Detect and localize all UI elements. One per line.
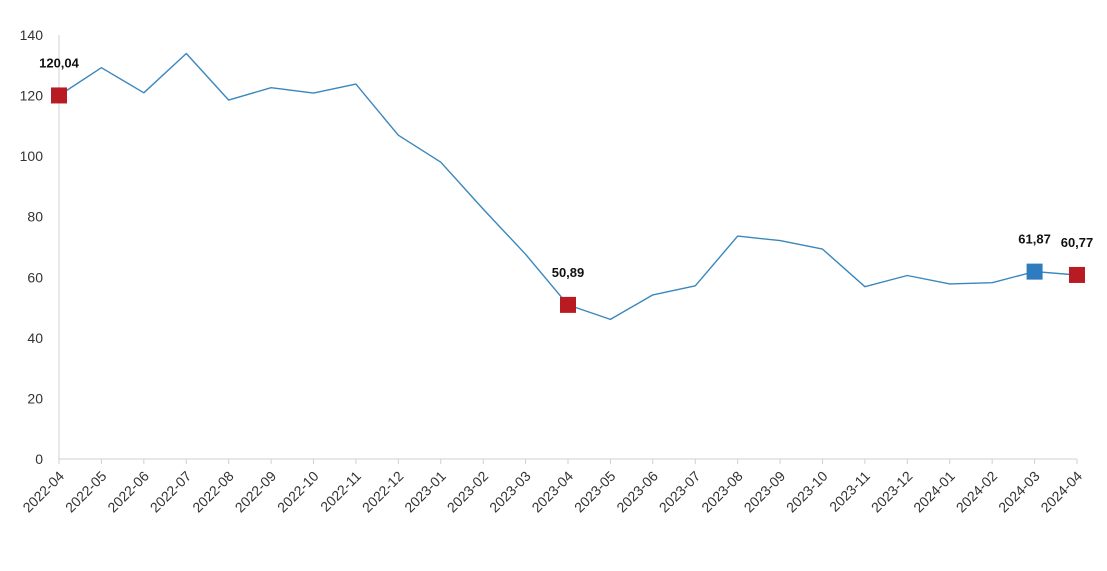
y-tick-label: 120 [20, 88, 44, 104]
x-tick-label: 2023-02 [444, 468, 492, 516]
x-tick-label: 2022-12 [359, 468, 407, 516]
x-tick-label: 2022-04 [19, 468, 67, 516]
x-tick-label: 2022-09 [232, 468, 280, 516]
y-tick-label: 0 [35, 451, 43, 467]
x-tick-label: 2022-07 [147, 468, 195, 516]
data-label: 61,87 [1018, 232, 1051, 247]
x-tick-label: 2024-04 [1037, 468, 1085, 516]
y-tick-label: 40 [27, 330, 43, 346]
y-tick-label: 60 [27, 269, 43, 285]
x-tick-label: 2023-03 [486, 468, 534, 516]
x-tick-label: 2022-05 [62, 468, 110, 516]
x-tick-label: 2023-01 [401, 468, 449, 516]
x-tick-label: 2024-02 [953, 468, 1001, 516]
x-tick-label: 2023-06 [613, 468, 661, 516]
x-axis: 2022-042022-052022-062022-072022-082022-… [19, 458, 1085, 516]
x-tick-label: 2024-03 [995, 468, 1043, 516]
y-tick-label: 80 [27, 209, 43, 225]
x-tick-label: 2023-05 [571, 468, 619, 516]
x-tick-label: 2022-11 [317, 468, 364, 515]
y-tick-label: 140 [20, 27, 44, 43]
data-label: 50,89 [552, 265, 585, 280]
y-tick-label: 100 [20, 148, 44, 164]
x-tick-label: 2022-06 [104, 468, 152, 516]
x-tick-label: 2022-10 [274, 468, 322, 516]
highlight-marker [1069, 266, 1085, 283]
x-tick-label: 2023-11 [826, 468, 873, 515]
x-tick-label: 2023-12 [868, 468, 916, 516]
highlight-marker [51, 87, 67, 104]
x-tick-label: 2023-07 [656, 468, 704, 516]
x-tick-label: 2024-01 [910, 468, 958, 516]
data-label: 120,04 [39, 55, 80, 70]
x-tick-label: 2022-08 [189, 468, 237, 516]
x-tick-label: 2023-04 [528, 468, 576, 516]
highlight-marker [560, 296, 576, 313]
y-axis: 0 20 40 60 80 100 120 140 [20, 27, 60, 467]
highlight-marker [1026, 263, 1043, 280]
annotation-group: 120,04 50,89 61,87 60,77 [39, 55, 1094, 313]
y-tick-label: 20 [27, 390, 43, 406]
x-tick-label: 2023-10 [783, 468, 831, 516]
x-tick-label: 2023-09 [741, 468, 789, 516]
data-label: 60,77 [1061, 235, 1094, 250]
x-tick-label: 2023-08 [698, 468, 746, 516]
